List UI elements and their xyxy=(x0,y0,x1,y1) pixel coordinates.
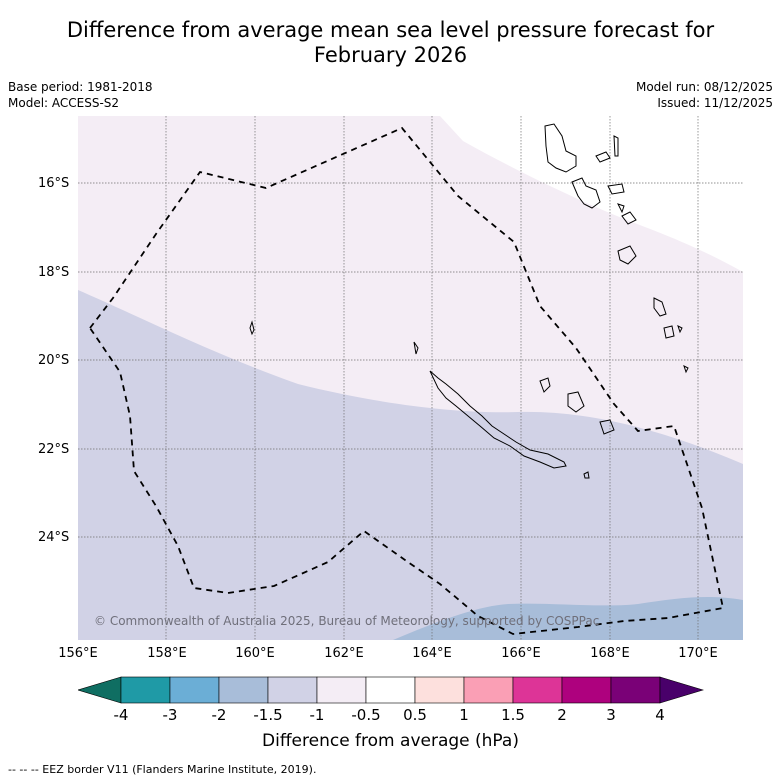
maewo-island xyxy=(613,135,619,157)
lon-label-164e: 164°E xyxy=(412,646,452,661)
isle-of-pines xyxy=(583,471,590,479)
chesterfield-islet xyxy=(249,320,255,336)
hunter-island xyxy=(683,365,689,374)
ambrym-island xyxy=(607,183,625,195)
colorbar-segment xyxy=(120,676,171,704)
map-title-line2: February 2026 xyxy=(313,43,468,67)
colorbar-segment xyxy=(78,676,122,704)
lifou-island xyxy=(567,391,585,413)
lat-label-20s: 20°S xyxy=(38,353,70,368)
light-lavender-band xyxy=(78,290,743,640)
map-title-line1: Difference from average mean sea level p… xyxy=(66,18,715,42)
colorbar-segment xyxy=(365,676,416,704)
base-period: Base period: 1981-2018 xyxy=(8,80,153,94)
model-name: Model: ACCESS-S2 xyxy=(8,96,120,110)
colorbar-tick-label: -2 xyxy=(211,706,227,724)
new-caledonia xyxy=(429,370,567,469)
meta-left: Base period: 1981-2018 Model: ACCESS-S2 xyxy=(8,79,153,111)
colorbar-segment xyxy=(610,676,661,704)
colorbar-tick-label: -1 xyxy=(309,706,325,724)
efate-island xyxy=(621,211,637,225)
epi-island xyxy=(617,203,625,214)
colorbar-title: Difference from average (hPa) xyxy=(262,731,519,751)
lat-label-24s: 24°S xyxy=(38,530,70,545)
tanna-island xyxy=(653,297,667,317)
colorbar-tick-label: 2 xyxy=(557,706,567,724)
colorbar-tick-label: 0.5 xyxy=(403,706,427,724)
islands xyxy=(249,123,689,479)
erromango-island xyxy=(617,245,637,265)
white-band xyxy=(440,116,743,272)
colorbar-segment xyxy=(316,676,367,704)
colorbar-tick-label: -3 xyxy=(162,706,178,724)
lat-label-18s: 18°S xyxy=(38,265,70,280)
colorbar-tick-label: 1 xyxy=(459,706,469,724)
colorbar-segment xyxy=(659,676,704,704)
lon-label-160e: 160°E xyxy=(235,646,275,661)
colorbar-segment xyxy=(414,676,465,704)
malakula-island xyxy=(571,177,601,209)
lon-label-158e: 158°E xyxy=(147,646,187,661)
colorbar-segment xyxy=(267,676,318,704)
futuna-island xyxy=(677,325,683,334)
map-canvas xyxy=(78,116,743,640)
meta-right: Model run: 08/12/2025 Issued: 11/12/2025 xyxy=(636,79,773,111)
map-panel xyxy=(78,116,743,640)
copyright-notice: © Commonwealth of Australia 2025, Bureau… xyxy=(94,614,600,628)
colorbar-tick-label: -0.5 xyxy=(351,706,381,724)
colorbar-tick-label: -1.5 xyxy=(253,706,283,724)
mare-island xyxy=(599,419,615,435)
lon-label-166e: 166°E xyxy=(501,646,541,661)
lon-label-168e: 168°E xyxy=(590,646,630,661)
colorbar-segment xyxy=(169,676,220,704)
espiritu-santo xyxy=(544,123,577,173)
map-title: Difference from average mean sea level p… xyxy=(0,18,781,68)
colorbar-segment xyxy=(512,676,563,704)
model-run: Model run: 08/12/2025 xyxy=(635,80,773,94)
colorbar-tick-label: 4 xyxy=(655,706,665,724)
colorbar-tick-label: 1.5 xyxy=(501,706,525,724)
colorbar-segment xyxy=(463,676,514,704)
blue-band xyxy=(393,597,743,640)
ouvea-island xyxy=(539,377,551,393)
colorbar-tick-label: -4 xyxy=(113,706,129,724)
lat-label-22s: 22°S xyxy=(38,442,70,457)
lat-label-16s: 16°S xyxy=(38,176,70,191)
lon-label-156e: 156°E xyxy=(58,646,98,661)
belep-islands xyxy=(413,341,419,355)
malo-island xyxy=(595,151,611,163)
eez-border xyxy=(88,126,725,635)
aneityum-island xyxy=(663,325,675,339)
eez-footnote: -- -- -- EEZ border V11 (Flanders Marine… xyxy=(8,763,317,776)
lon-label-162e: 162°E xyxy=(324,646,364,661)
colorbar xyxy=(78,676,704,704)
gridlines xyxy=(78,116,743,640)
lon-label-170e: 170°E xyxy=(678,646,718,661)
issued-date: Issued: 11/12/2025 xyxy=(657,96,773,110)
colorbar-tick-label: 3 xyxy=(606,706,616,724)
colorbar-segment xyxy=(218,676,269,704)
colorbar-segment xyxy=(561,676,612,704)
